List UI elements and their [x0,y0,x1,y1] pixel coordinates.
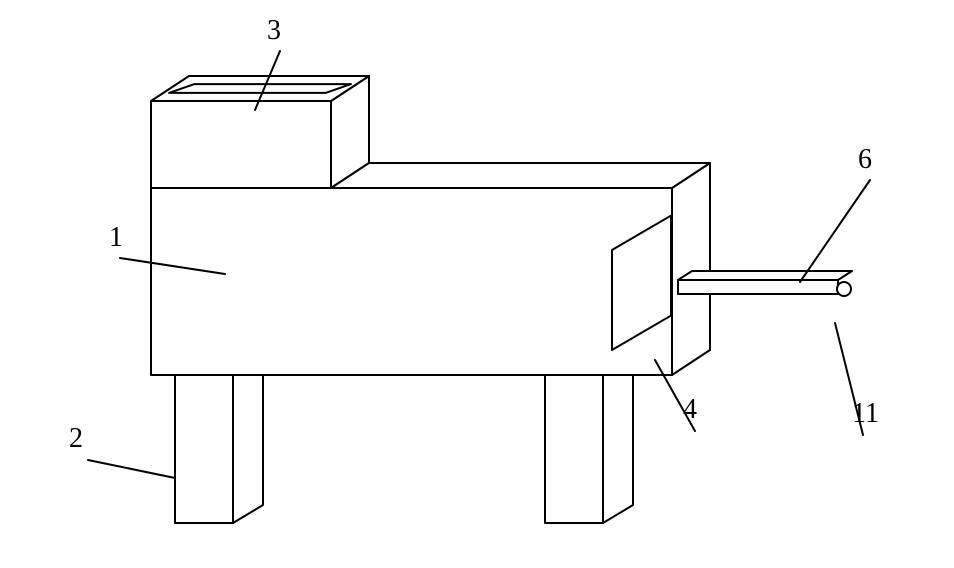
callout-label-11: 11 [852,398,879,430]
callout-label-3: 3 [267,15,281,47]
diagram-canvas [0,0,954,568]
callout-label-4: 4 [683,394,697,426]
callout-label-2: 2 [69,423,83,455]
callout-label-6: 6 [858,144,872,176]
callout-label-1: 1 [109,222,123,254]
